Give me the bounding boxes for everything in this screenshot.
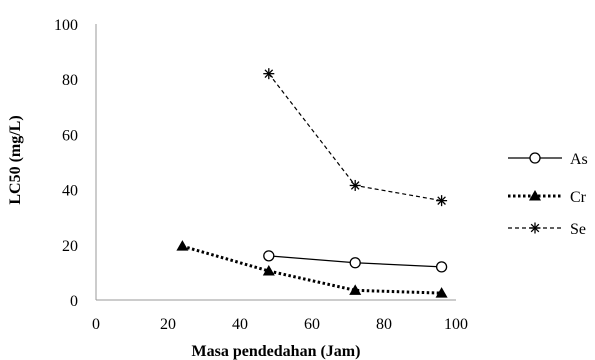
cr-legend-data-point (529, 190, 541, 201)
legend-item-as: As (508, 151, 588, 168)
x-tick-label: 0 (92, 316, 100, 333)
legend-item-se: Se (508, 221, 586, 238)
as-data-point (435, 261, 448, 273)
x-tick-label: 40 (232, 316, 248, 333)
legend-label: Se (570, 221, 586, 238)
tick-labels: 0 20 40 60 80 100 0 20 40 60 80 100 (54, 17, 468, 333)
cr-data-point (435, 287, 448, 298)
legend: As Cr Se (508, 151, 588, 238)
as-data-point (349, 257, 361, 269)
x-tick-label: 80 (376, 316, 392, 333)
cr-series-line (181, 244, 442, 295)
x-tick-label: 20 (160, 316, 176, 333)
cr-data-point (176, 240, 189, 251)
x-tick-label: 100 (444, 316, 468, 333)
cr-data-point (349, 284, 362, 295)
x-tick-label: 60 (304, 316, 320, 333)
x-axis-title: Masa pendedahan (Jam) (192, 343, 361, 360)
as-legend-data-point (529, 152, 541, 164)
y-tick-label: 0 (70, 293, 78, 310)
y-tick-label: 40 (62, 183, 78, 200)
legend-label: Cr (570, 189, 587, 206)
legend-label: As (570, 151, 588, 168)
y-tick-label: 20 (62, 238, 78, 255)
y-axis-title: LC50 (mg/L) (7, 115, 24, 204)
legend-item-cr: Cr (508, 189, 587, 206)
y-tick-label: 80 (62, 72, 78, 89)
as-data-point (263, 250, 275, 262)
se-data-point (263, 68, 275, 80)
se-data-point (436, 195, 448, 207)
cr-data-point (262, 265, 275, 276)
y-tick-label: 100 (54, 17, 78, 34)
se-legend-data-point (529, 222, 541, 234)
series-layer (176, 68, 448, 298)
se-data-point (349, 179, 361, 191)
y-tick-label: 60 (62, 127, 78, 144)
